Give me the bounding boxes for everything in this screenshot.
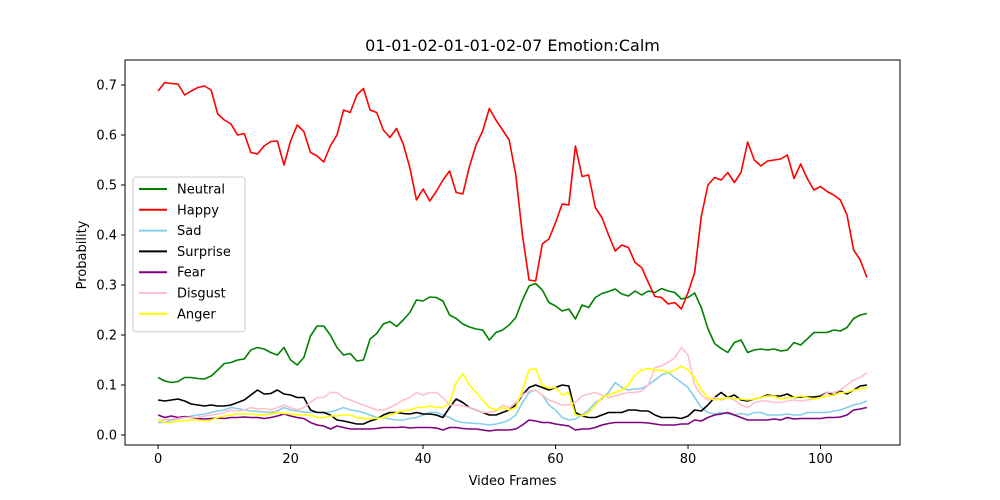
- legend-label-surprise: Surprise: [177, 245, 231, 260]
- legend-label-anger: Anger: [177, 307, 216, 322]
- legend-label-fear: Fear: [177, 266, 206, 281]
- y-axis: 0.0 0.1 0.2 0.3 0.4 0.5 0.6 0.7: [96, 79, 125, 444]
- y-tick-label: 0.6: [96, 129, 117, 144]
- y-tick-label: 0.7: [96, 79, 117, 94]
- chart-title: 01-01-02-01-01-02-07 Emotion:Calm: [365, 36, 660, 55]
- x-tick-label: 100: [808, 452, 833, 467]
- y-tick-label: 0.2: [96, 329, 117, 344]
- x-tick-label: 0: [154, 452, 162, 467]
- plot-frame: [124, 59, 901, 446]
- y-axis-label: Probability: [75, 220, 90, 289]
- x-tick-label: 20: [282, 452, 299, 467]
- y-tick-label: 0.5: [96, 179, 117, 194]
- x-axis: 0 20 40 60 80 100: [154, 445, 833, 467]
- legend-label-sad: Sad: [177, 224, 201, 239]
- y-tick-label: 0.3: [96, 279, 117, 294]
- x-tick-label: 40: [415, 452, 432, 467]
- y-tick-label: 0.4: [96, 229, 117, 244]
- plot-area: [124, 59, 901, 446]
- series-line-neutral: [157, 282, 868, 384]
- series-line-happy: [157, 81, 868, 310]
- legend-label-neutral: Neutral: [177, 183, 225, 198]
- legend: Neutral Happy Sad Surprise Fear Disgust Anger: [132, 176, 246, 333]
- legend-label-disgust: Disgust: [177, 287, 226, 302]
- series-line-surprise: [158, 384, 867, 425]
- series-line-sad: [158, 371, 868, 426]
- y-tick-label: 0.0: [96, 429, 117, 444]
- x-axis-label: Video Frames: [469, 474, 557, 489]
- y-tick-label: 0.1: [96, 379, 117, 394]
- series-line-disgust: [158, 346, 868, 421]
- x-tick-label: 80: [680, 452, 697, 467]
- series-line-anger: [157, 365, 868, 424]
- x-tick-label: 60: [547, 452, 564, 467]
- legend-label-happy: Happy: [177, 203, 219, 218]
- series-line-fear: [157, 406, 868, 432]
